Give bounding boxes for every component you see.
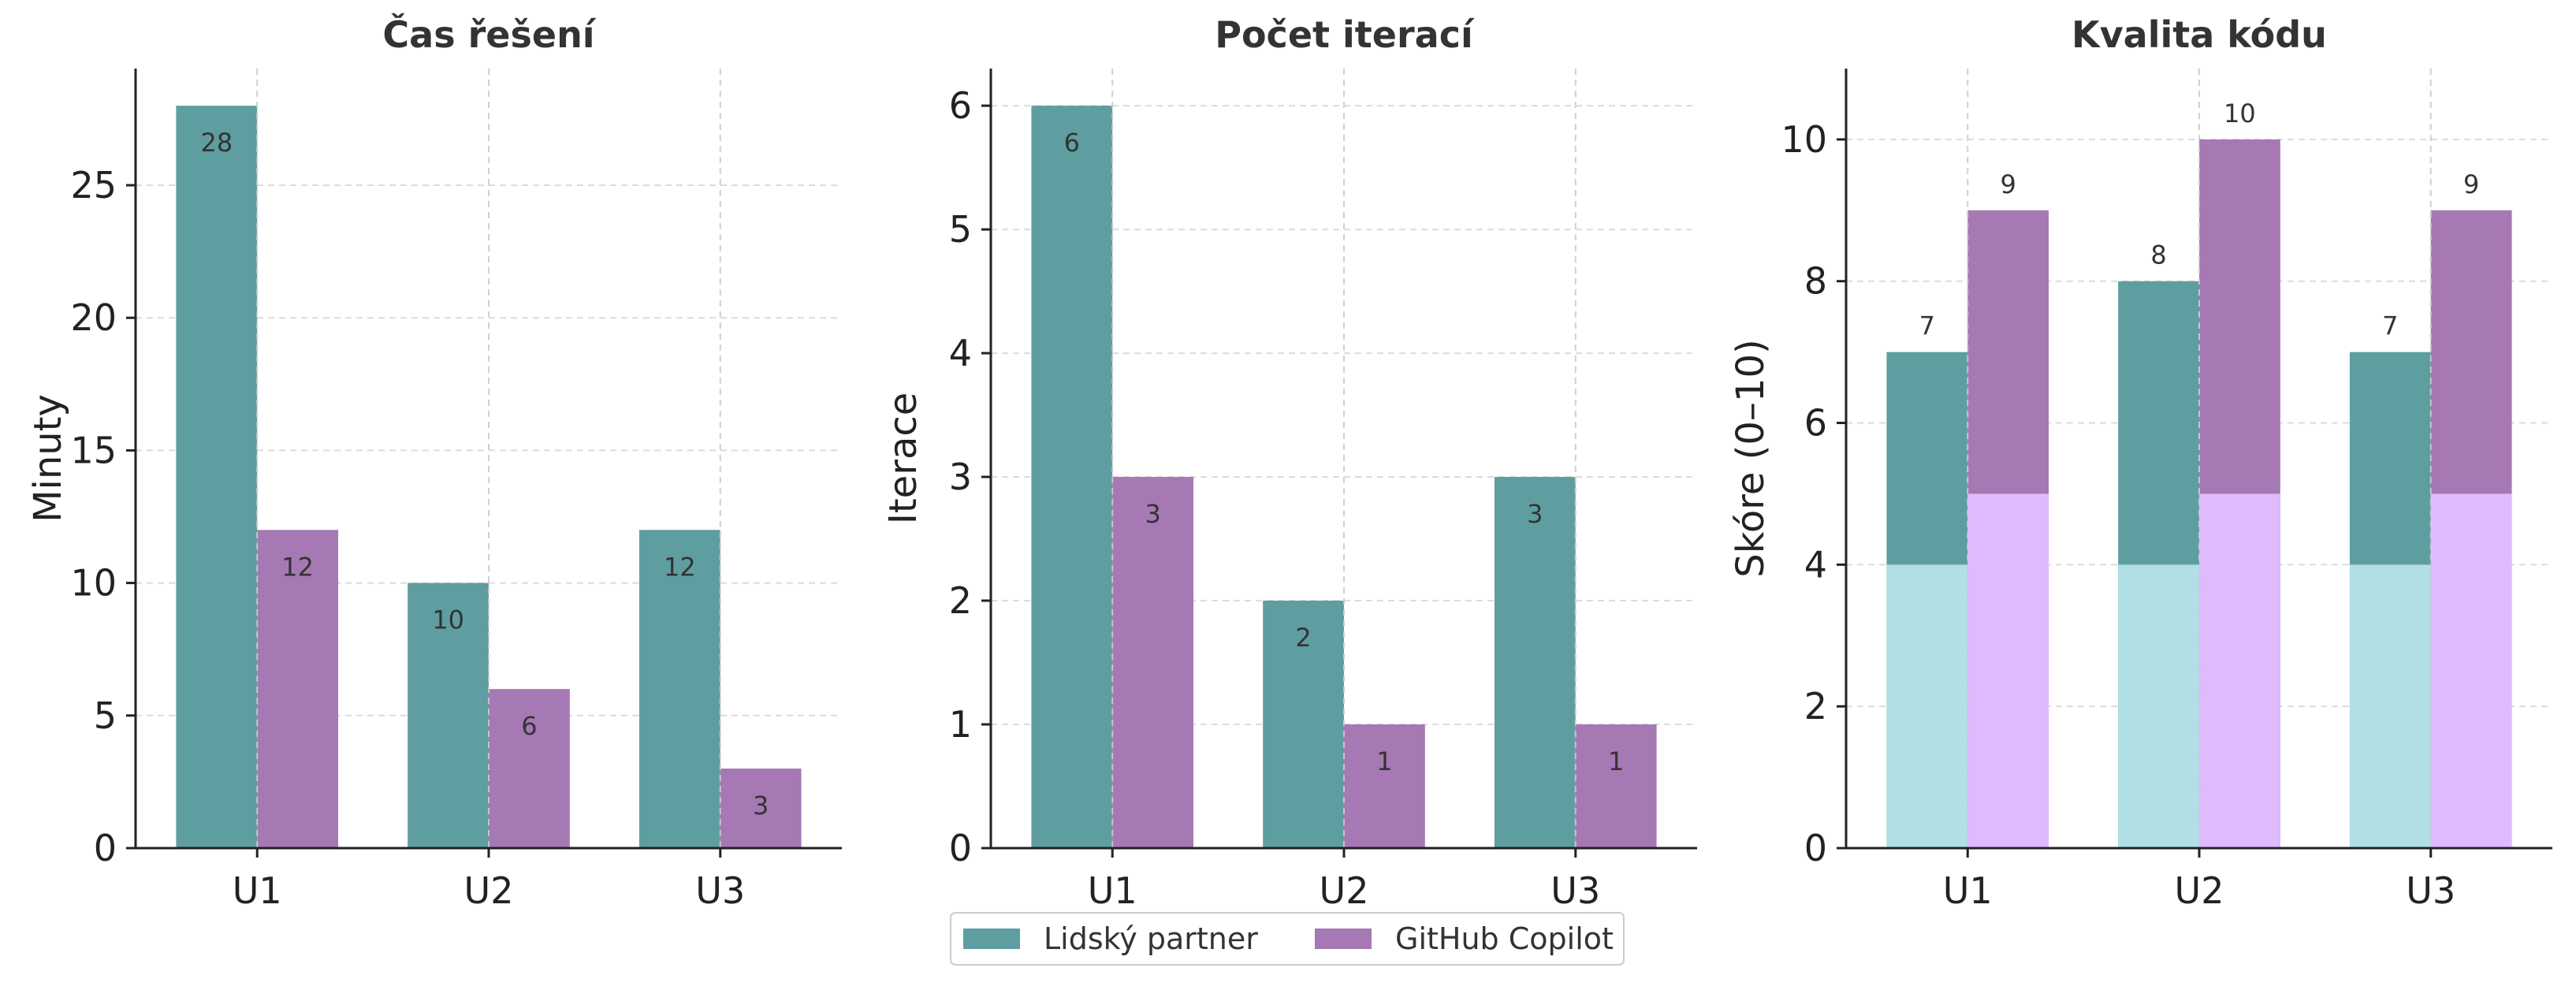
y-tick-label: 1 (949, 703, 972, 746)
data-label: 3 (1145, 499, 1160, 529)
bar-copilot-U2 (489, 689, 570, 848)
legend: Lidský partner GitHub Copilot (950, 912, 1625, 966)
y-tick-label: 20 (70, 296, 117, 339)
bar-base-human-U3 (2349, 564, 2431, 848)
panel-title: Čas řešení (382, 13, 596, 56)
data-label: 12 (281, 552, 314, 582)
x-tick-label: U1 (233, 869, 282, 912)
data-label: 6 (1064, 128, 1080, 158)
data-label: 10 (432, 605, 464, 635)
x-tick-label: U2 (2175, 869, 2224, 912)
x-tick-label: U1 (1088, 869, 1137, 912)
x-tick-label: U3 (1550, 869, 1600, 912)
y-tick-label: 6 (949, 84, 972, 127)
bar-human-U3 (638, 530, 720, 848)
y-axis-label: Skóre (0–10) (1729, 339, 1773, 577)
data-label: 1 (1608, 746, 1624, 776)
y-tick-label: 15 (70, 429, 117, 471)
data-label: 8 (2150, 240, 2166, 270)
chart-panel-3: 7 8 7 9 10 9 0 2 4 6 8 10 U1 U2 U3 Kvalita kódu Skóre (0… (1729, 13, 2552, 912)
y-tick-label: 2 (1804, 685, 1827, 728)
bar-copilot-U1 (1112, 477, 1194, 848)
data-label: 9 (2463, 169, 2479, 199)
x-tick-label: U2 (464, 869, 514, 912)
data-label: 7 (1919, 311, 1935, 341)
bar-human-U1 (176, 106, 258, 849)
data-label: 1 (1376, 746, 1392, 776)
x-tick-label: U1 (1943, 869, 1993, 912)
legend-label-copilot: GitHub Copilot (1395, 921, 1614, 956)
data-label: 3 (1527, 499, 1543, 529)
y-tick-label: 3 (949, 456, 972, 498)
y-tick-label: 10 (1781, 118, 1827, 161)
data-label: 7 (2382, 311, 2398, 341)
bar-base-copilot-U2 (2199, 493, 2280, 848)
y-tick-label: 0 (949, 827, 972, 869)
panel-title: Kvalita kódu (2072, 13, 2327, 56)
legend-swatch-copilot (1315, 929, 1372, 949)
y-tick-label: 4 (1804, 543, 1827, 586)
y-tick-label: 2 (949, 579, 972, 622)
x-tick-label: U2 (1320, 869, 1369, 912)
bar-human-U2 (1263, 601, 1344, 848)
legend-label-human: Lidský partner (1044, 921, 1258, 956)
bar-copilot-U1 (257, 530, 339, 848)
y-tick-label: 5 (949, 208, 972, 251)
bar-base-copilot-U3 (2430, 493, 2512, 848)
y-tick-label: 10 (70, 562, 117, 605)
data-label: 6 (521, 711, 537, 741)
y-axis-label: Iterace (881, 393, 925, 525)
data-label: 2 (1295, 623, 1311, 653)
y-tick-label: 5 (94, 694, 117, 737)
bar-copilot-U3 (1575, 724, 1657, 848)
bar-human-U2 (408, 582, 489, 848)
y-tick-label: 4 (949, 332, 972, 374)
y-tick-label: 0 (94, 827, 117, 869)
bar-human-U1 (1031, 106, 1113, 849)
y-axis-label: Minuty (26, 394, 70, 523)
x-tick-label: U3 (2406, 869, 2455, 912)
legend-box (950, 912, 1625, 966)
y-tick-label: 8 (1804, 260, 1827, 303)
bar-base-copilot-U1 (1967, 493, 2049, 848)
bar-base-human-U2 (2118, 564, 2199, 848)
y-tick-label: 6 (1804, 402, 1827, 445)
bar-base-human-U1 (1886, 564, 1968, 848)
panel-title: Počet iterací (1215, 13, 1475, 56)
data-label: 12 (664, 552, 696, 582)
y-tick-label: 0 (1804, 827, 1827, 869)
chart-panel-2: 6 2 3 3 1 1 0 1 2 3 4 5 6 U1 U2 U3 Počet iterací Iterace (881, 13, 1697, 912)
x-tick-label: U3 (695, 869, 745, 912)
chart-panel-1: 28 10 12 12 6 3 0 5 10 15 20 25 U1 U2 U3 Čas řešení Minu… (26, 13, 842, 912)
y-tick-label: 25 (70, 164, 117, 207)
data-label: 28 (200, 128, 233, 158)
data-label: 3 (753, 791, 769, 821)
bar-human-U3 (1494, 477, 1576, 848)
data-label: 10 (2224, 99, 2256, 128)
legend-swatch-human (963, 929, 1020, 949)
data-label: 9 (2000, 169, 2016, 199)
bar-copilot-U3 (720, 769, 802, 848)
bar-copilot-U2 (1344, 724, 1425, 848)
